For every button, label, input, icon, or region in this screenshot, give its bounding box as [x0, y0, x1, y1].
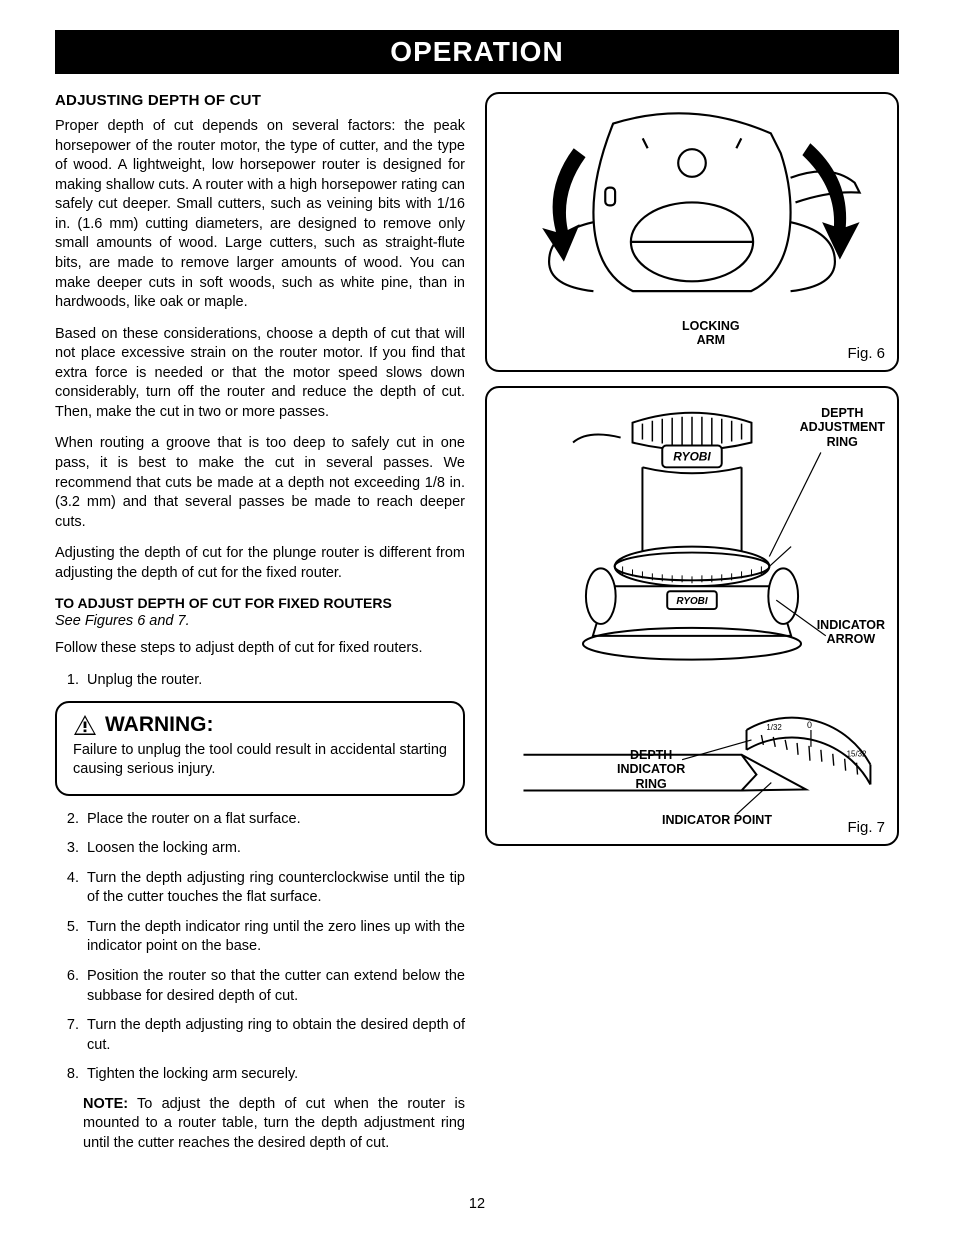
paragraph: Follow these steps to adjust depth of cu… — [55, 639, 465, 659]
note-paragraph: NOTE: To adjust the depth of cut when th… — [55, 1095, 465, 1154]
warning-text: Failure to unplug the tool could result … — [73, 741, 447, 780]
label-indicator-arrow: INDICATORARROW — [817, 618, 885, 647]
right-column: LOCKINGARM Fig. 6 — [485, 92, 899, 1166]
label-locking-arm: LOCKINGARM — [682, 319, 740, 348]
step-item: Unplug the router. — [83, 671, 465, 691]
page: OPERATION ADJUSTING DEPTH OF CUT Proper … — [0, 0, 954, 1242]
subsection-title: TO ADJUST DEPTH OF CUT FOR FIXED ROUTERS — [55, 595, 465, 611]
steps-list-part2: Place the router on a flat surface. Loos… — [55, 810, 465, 1085]
note-text: To adjust the depth of cut when the rout… — [83, 1096, 465, 1151]
figure-6: LOCKINGARM Fig. 6 — [485, 92, 899, 372]
step-item: Tighten the locking arm securely. — [83, 1065, 465, 1085]
steps-list-part1: Unplug the router. — [55, 671, 465, 691]
figure-reference: See Figures 6 and 7. — [55, 613, 465, 629]
figure-7: RYOBI RYOBI — [485, 386, 899, 846]
router-side-view-illustration: RYOBI RYOBI — [487, 388, 897, 844]
step-item: Turn the depth adjusting ring to obtain … — [83, 1016, 465, 1055]
step-item: Turn the depth adjusting ring counterclo… — [83, 869, 465, 908]
scale-mid: 0 — [807, 720, 812, 730]
scale-left: 1/32 — [766, 723, 781, 732]
paragraph: Based on these considerations, choose a … — [55, 325, 465, 423]
label-depth-adjustment-ring: DEPTHADJUSTMENTRING — [800, 406, 885, 449]
svg-text:RYOBI: RYOBI — [673, 449, 711, 463]
figure-caption: Fig. 7 — [847, 819, 885, 836]
page-number: 12 — [55, 1196, 899, 1212]
warning-title-row: WARNING: — [73, 713, 447, 737]
paragraph: Adjusting the depth of cut for the plung… — [55, 544, 465, 583]
section-header: OPERATION — [55, 30, 899, 74]
step-item: Place the router on a flat surface. — [83, 810, 465, 830]
left-column: ADJUSTING DEPTH OF CUT Proper depth of c… — [55, 92, 465, 1166]
warning-icon — [73, 714, 97, 736]
two-column-layout: ADJUSTING DEPTH OF CUT Proper depth of c… — [55, 92, 899, 1166]
label-depth-indicator-ring: DEPTHINDICATORRING — [617, 748, 685, 791]
warning-box: WARNING: Failure to unplug the tool coul… — [55, 701, 465, 796]
scale-right: 15/32 — [847, 750, 867, 759]
step-item: Turn the depth indicator ring until the … — [83, 918, 465, 957]
label-indicator-point: INDICATOR POINT — [662, 813, 772, 827]
paragraph: Proper depth of cut depends on several f… — [55, 117, 465, 313]
step-item: Position the router so that the cutter c… — [83, 967, 465, 1006]
figure-caption: Fig. 6 — [847, 345, 885, 362]
step-item: Loosen the locking arm. — [83, 839, 465, 859]
note-label: NOTE: — [83, 1096, 128, 1112]
svg-text:RYOBI: RYOBI — [676, 596, 707, 607]
warning-label: WARNING: — [105, 713, 214, 737]
paragraph: When routing a groove that is too deep t… — [55, 434, 465, 532]
section-title: ADJUSTING DEPTH OF CUT — [55, 92, 465, 109]
